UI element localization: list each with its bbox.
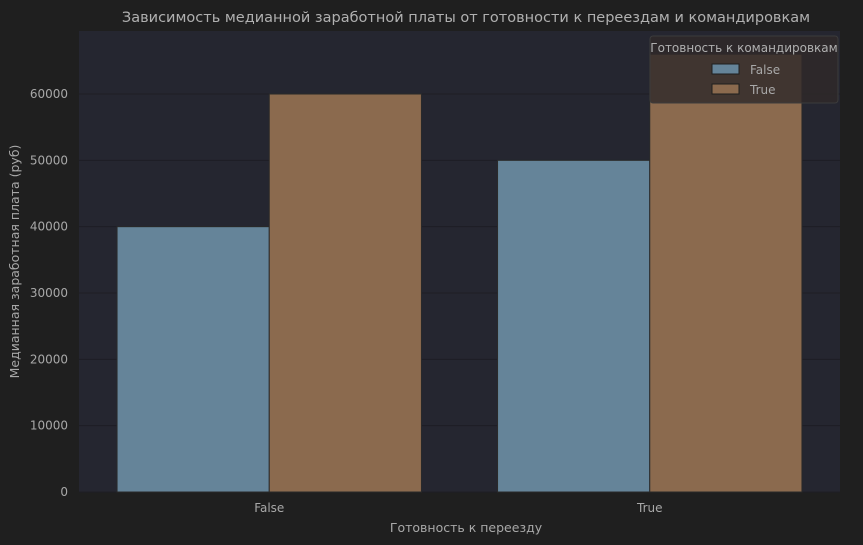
bar-true-true [649, 53, 803, 493]
x-axis-label: Готовность к переезду [390, 520, 543, 535]
legend: Готовность к командировкам False True [649, 35, 839, 104]
legend-swatch-false [711, 63, 740, 75]
bars [116, 53, 803, 493]
y-axis-label: Медианная заработная плата (руб) [7, 145, 22, 379]
y-tick-label: 0 [60, 485, 68, 499]
bar-true-false [497, 159, 651, 493]
bar-false-false [116, 226, 270, 493]
y-axis-ticks: 0 10000 20000 30000 40000 50000 60000 [30, 87, 68, 499]
chart-title: Зависимость медианной заработной платы о… [122, 10, 810, 26]
y-tick-label: 10000 [30, 419, 68, 433]
legend-label-false: False [750, 63, 780, 77]
y-tick-label: 40000 [30, 220, 68, 234]
x-tick-label: True [636, 501, 663, 515]
y-tick-label: 60000 [30, 87, 68, 101]
y-tick-label: 20000 [30, 352, 68, 366]
x-tick-label: False [254, 501, 284, 515]
y-tick-label: 30000 [30, 286, 68, 300]
bar-false-true [268, 93, 422, 493]
legend-label-true: True [749, 83, 776, 97]
y-tick-label: 50000 [30, 153, 68, 167]
legend-box [649, 35, 839, 104]
x-axis-ticks: False True [254, 501, 662, 515]
legend-items: False True [711, 63, 780, 97]
legend-title: Готовность к командировкам [650, 41, 837, 55]
legend-swatch-true [711, 83, 740, 95]
